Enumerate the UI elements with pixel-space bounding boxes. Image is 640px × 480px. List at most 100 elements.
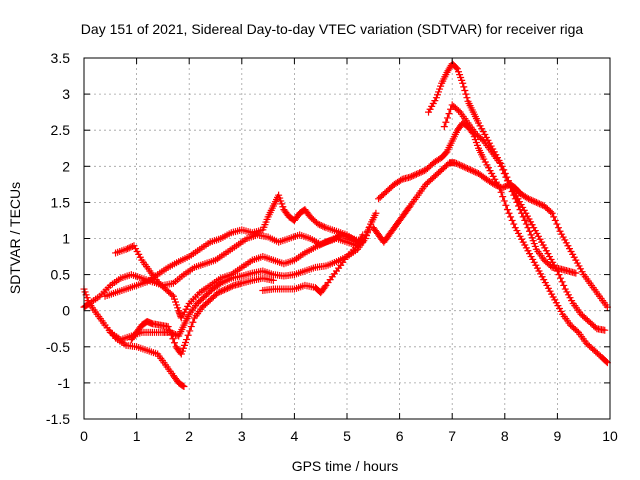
data-point <box>532 198 540 206</box>
data-point <box>510 191 518 199</box>
data-point <box>462 90 470 98</box>
data-point <box>471 168 479 176</box>
data-point <box>560 281 568 289</box>
data-point <box>224 284 232 292</box>
data-point <box>455 107 463 115</box>
data-point <box>558 278 566 286</box>
data-point <box>440 123 448 131</box>
x-axis-label: GPS time / hours <box>292 458 399 474</box>
data-point <box>127 243 135 251</box>
data-point <box>521 216 529 224</box>
data-point <box>183 336 191 344</box>
data-point <box>503 206 511 214</box>
data-point <box>463 94 471 102</box>
data-point <box>470 167 478 175</box>
x-tick-label: 1 <box>133 428 141 444</box>
data-point <box>529 197 537 205</box>
data-point <box>468 167 476 175</box>
series-track-7 <box>259 231 367 297</box>
x-tick-label: 0 <box>80 428 88 444</box>
data-point <box>412 170 420 178</box>
data-point <box>227 283 235 291</box>
data-point <box>220 286 228 294</box>
data-point <box>457 162 465 170</box>
data-point <box>591 323 599 331</box>
data-point <box>166 327 174 335</box>
data-point <box>602 358 610 366</box>
data-point <box>513 198 521 206</box>
data-point <box>547 262 555 270</box>
data-point <box>180 383 188 391</box>
data-point <box>454 160 462 168</box>
data-point <box>557 274 565 282</box>
y-tick-label: 3 <box>62 86 70 102</box>
chart-title: Day 151 of 2021, Sidereal Day-to-day VTE… <box>81 21 584 37</box>
data-point <box>514 202 522 210</box>
y-tick-label: 0 <box>62 303 70 319</box>
data-point <box>124 245 132 253</box>
data-point <box>499 166 507 174</box>
data-point <box>405 203 413 211</box>
data-series <box>80 60 611 391</box>
data-point <box>442 118 450 126</box>
data-point <box>411 171 419 179</box>
data-point <box>548 209 556 217</box>
y-tick-label: 1 <box>62 231 70 247</box>
data-point <box>219 286 227 294</box>
y-tick-label: -0.5 <box>46 339 70 355</box>
x-tick-labels: 0 1 2 3 4 5 6 7 8 9 10 <box>80 428 618 444</box>
x-tick-label: 3 <box>238 428 246 444</box>
data-point <box>507 213 515 221</box>
data-point <box>459 79 467 87</box>
data-point <box>222 285 230 293</box>
data-point <box>508 216 516 224</box>
data-point <box>228 282 236 290</box>
y-tick-labels: -1.5 -1 -0.5 0 0.5 1 1.5 2 2.5 3 3.5 <box>46 50 70 427</box>
data-point <box>316 221 324 229</box>
data-point <box>523 194 531 202</box>
data-point <box>179 382 187 390</box>
data-point <box>508 188 516 196</box>
data-point <box>497 188 505 196</box>
data-point <box>397 176 405 184</box>
y-tick-label: 0.5 <box>51 267 71 283</box>
data-point <box>187 323 195 331</box>
data-point <box>452 159 460 167</box>
data-point <box>496 184 504 192</box>
data-point <box>537 201 545 209</box>
data-point <box>505 209 513 217</box>
data-point <box>314 220 322 228</box>
data-point <box>496 159 504 167</box>
data-point <box>122 245 130 253</box>
x-tick-label: 10 <box>602 428 618 444</box>
data-point <box>164 323 172 331</box>
data-point <box>497 162 505 170</box>
data-point <box>502 201 510 209</box>
x-tick-label: 6 <box>396 428 404 444</box>
data-point <box>467 166 475 174</box>
data-point <box>522 220 530 228</box>
data-point <box>359 231 367 239</box>
data-point <box>445 110 453 118</box>
x-tick-label: 4 <box>291 428 299 444</box>
data-point <box>555 271 563 279</box>
y-tick-label: 2 <box>62 158 70 174</box>
data-point <box>184 331 192 339</box>
data-point <box>170 339 178 347</box>
data-point <box>536 200 544 208</box>
data-point <box>317 222 325 230</box>
data-point <box>319 222 327 230</box>
data-point <box>406 173 414 181</box>
x-tick-label: 9 <box>554 428 562 444</box>
series-track-3 <box>112 235 362 322</box>
data-point <box>510 220 518 228</box>
data-point <box>478 136 486 144</box>
y-tick-label: 1.5 <box>51 194 71 210</box>
data-point <box>516 206 524 214</box>
data-point <box>500 183 508 191</box>
x-tick-label: 8 <box>501 428 509 444</box>
data-point <box>500 197 508 205</box>
data-point <box>461 86 469 94</box>
data-point <box>526 227 534 235</box>
